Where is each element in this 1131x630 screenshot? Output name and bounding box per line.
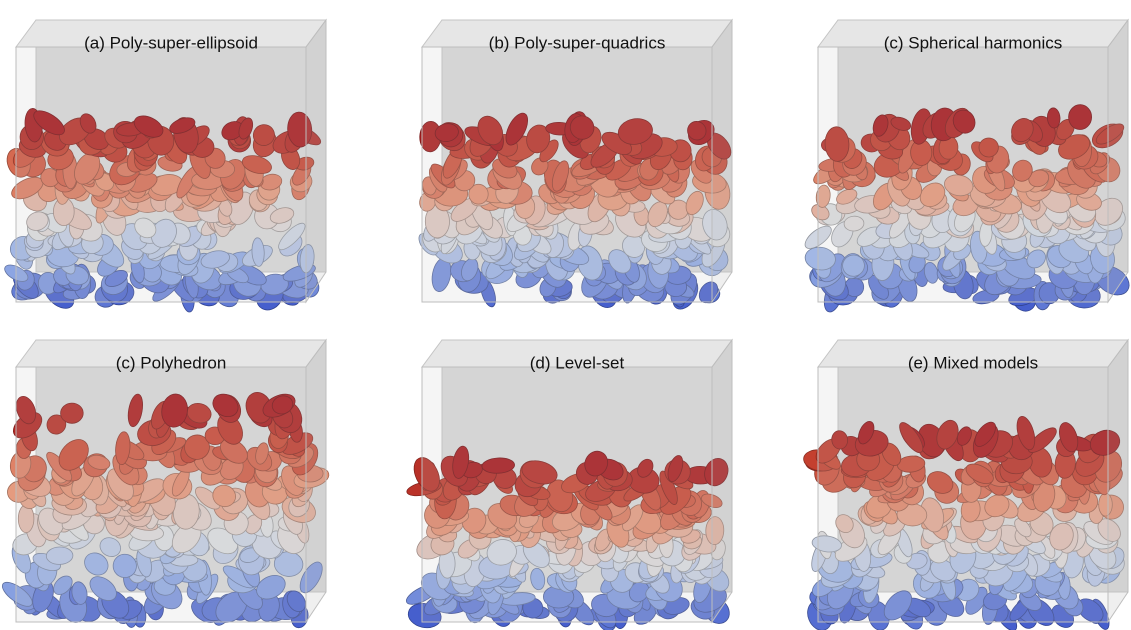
- box-front: [818, 367, 1108, 622]
- panel-title: (b) Poly-super-quadrics: [489, 33, 666, 52]
- figure: (a) Poly-super-ellipsoid (b) Poly-super-q…: [0, 0, 1131, 630]
- panel-title: (c) Polyhedron: [116, 353, 227, 372]
- panel-title: (c) Spherical harmonics: [884, 33, 1063, 52]
- box-front: [818, 47, 1108, 302]
- box-front: [422, 367, 712, 622]
- panel: (d) Level-set: [404, 340, 735, 630]
- box-right: [306, 340, 326, 622]
- box-right: [1108, 340, 1128, 622]
- box-right: [712, 340, 732, 622]
- box-right: [1108, 20, 1128, 302]
- panel: (e) Mixed models: [802, 340, 1129, 630]
- panel: (a) Poly-super-ellipsoid: [2, 20, 326, 315]
- box-right: [712, 20, 732, 302]
- box-front: [422, 47, 712, 302]
- panel-title: (a) Poly-super-ellipsoid: [84, 33, 258, 52]
- panel-title: (e) Mixed models: [908, 353, 1038, 372]
- panel: (c) Polyhedron: [0, 340, 331, 629]
- panel-title: (d) Level-set: [530, 353, 625, 372]
- box-front: [16, 47, 306, 302]
- panel: (c) Spherical harmonics: [801, 20, 1131, 315]
- box-right: [306, 20, 326, 302]
- box-front: [16, 367, 306, 622]
- panel: (b) Poly-super-quadrics: [415, 20, 735, 314]
